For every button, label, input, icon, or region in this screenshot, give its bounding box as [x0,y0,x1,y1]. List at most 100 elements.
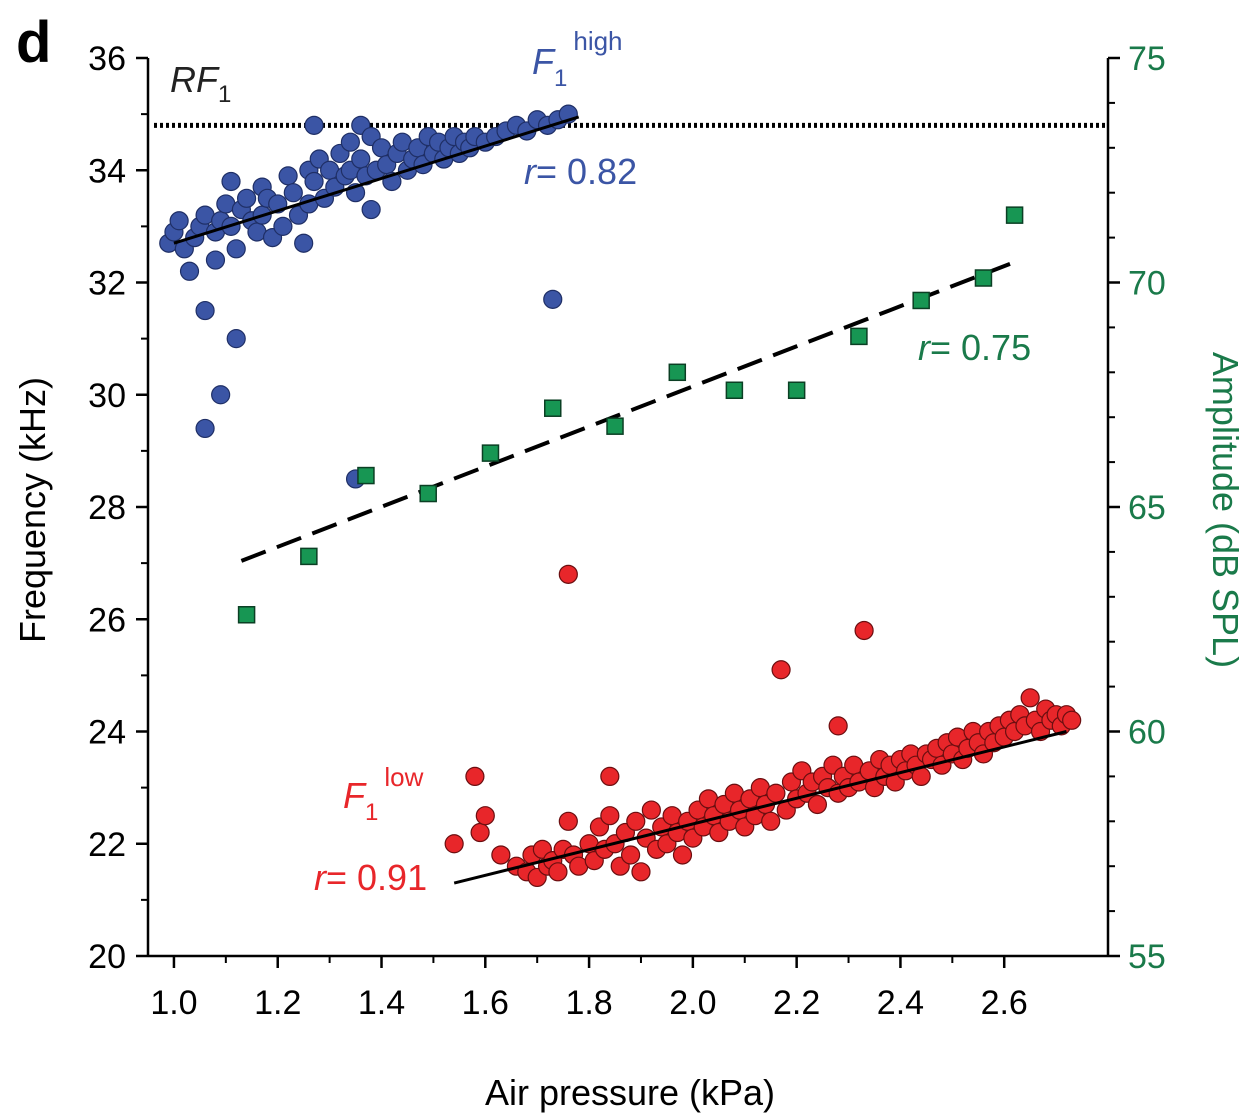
y-tick-label-left: 20 [88,938,126,976]
low-data-point [620,845,641,865]
reference-line-label: RF1 [170,59,231,108]
low-data-point [672,845,693,865]
low-data-point [807,794,828,815]
x-axis-title: Air pressure (kPa) [485,1072,775,1113]
low-data-point [475,806,495,826]
x-tick-label: 2.6 [981,984,1028,1022]
low-data-point [548,862,568,882]
series-label-low: F1low [343,762,424,826]
r-label-high-r: r [524,151,538,192]
y-axis-title-right: Amplitude (dB SPL) [1205,352,1243,668]
high-data-point [179,261,200,281]
y-tick-label-right: 55 [1128,938,1166,976]
x-tick-label: 1.0 [150,984,197,1022]
high-data-point [236,188,257,208]
panel-label: d [16,10,51,75]
low-data-point [491,845,511,865]
series-label-low-sub: 1 [365,799,378,826]
r-label-high-value: = 0.82 [536,151,637,192]
amplitude-data-point [237,606,256,624]
series-label-high-sup: high [573,26,622,56]
amplitude-data-point [1005,206,1024,224]
y-tick-label-left: 34 [88,152,126,190]
y-tick-label-left: 26 [88,601,126,639]
x-tick-label: 2.4 [877,984,924,1022]
low-data-point [1020,688,1040,708]
y-axis-title-left: Frequency (kHz) [12,377,53,643]
high-data-point [211,385,231,405]
high-data-point [226,329,246,349]
y-tick-label-right: 70 [1128,265,1166,303]
y-tick-label-right: 60 [1128,714,1166,752]
amplitude-data-point [357,466,375,485]
low-data-point [761,811,781,831]
series-label-low-name: F [343,775,367,816]
high-data-point [273,216,293,236]
amplitude-data-point [300,547,318,566]
x-tick-label: 1.4 [358,984,405,1022]
high-data-point [195,418,215,439]
amplitude-data-point [544,399,562,417]
low-data-point [641,800,661,820]
low-data-point [828,716,848,736]
high-data-point [169,211,189,231]
low-data-point [771,660,791,680]
r-label-amplitude: r= 0.75 [918,327,1031,368]
y-tick-label-left: 30 [88,377,126,415]
amplitude-data-point [974,269,993,287]
high-data-point [205,250,226,270]
low-data-point [854,620,874,641]
low-data-point [465,766,485,787]
amplitude-fit-group [240,258,1021,563]
r-label-amplitude-r: r [918,327,932,368]
low-data-point [766,783,786,803]
axes-group: 1.0 1.2 1.4 1.6 1.8 2.0 2.2 2.4 2.6 20 22 24 26 28 30 3… [88,40,1166,1022]
amplitude-data-point [850,327,868,346]
x-tick-label: 1.6 [462,984,509,1022]
high-fit-line [173,115,580,245]
high-data-point [351,149,371,169]
high-data-point [221,171,241,192]
amplitude-data-point [912,291,930,310]
x-tick-label: 1.8 [565,984,612,1022]
r-label-low-value: = 0.91 [326,857,427,898]
fit-lines-group [173,115,1067,885]
series-label-high-name: F [532,41,556,82]
x-tick-label: 1.2 [254,984,301,1022]
r-label-amplitude-value: = 0.75 [930,327,1031,368]
amplitude-data-point [725,381,744,400]
low-data-point [558,811,578,831]
amplitude-data-point [787,381,806,400]
high-data-point [304,171,324,192]
low-data-point [470,822,490,843]
labels-group: d Air pressure (kPa) Frequency (kHz) Amp… [12,10,1243,1113]
amplitude-data-point [481,444,500,462]
y-tick-label-left: 32 [88,265,126,303]
y-tick-label-left: 22 [88,826,126,864]
y-tick-label-left: 28 [88,489,126,527]
high-data-point [195,300,215,321]
high-points-group [159,104,578,489]
x-tick-label: 2.0 [669,984,716,1022]
y-tick-label-right: 75 [1128,40,1166,78]
amplitude-data-point [419,484,437,503]
high-data-point [226,239,246,259]
low-data-point [626,811,646,831]
high-data-point [283,183,303,203]
reference-line-label-sub: 1 [218,81,231,108]
low-data-point [600,766,620,787]
x-tick-label: 2.2 [773,984,820,1022]
low-points-group [444,564,1082,888]
low-data-point [600,806,620,826]
low-fit-line [453,730,1067,885]
low-data-point [631,862,651,882]
y-tick-label-left: 36 [88,40,126,78]
high-data-point [278,166,298,186]
y-tick-label-right: 65 [1128,489,1166,527]
r-label-low-r: r [314,857,328,898]
y-tick-label-left: 24 [88,714,126,752]
high-data-point [361,199,381,220]
high-data-point [340,132,360,152]
high-data-point [294,233,314,253]
